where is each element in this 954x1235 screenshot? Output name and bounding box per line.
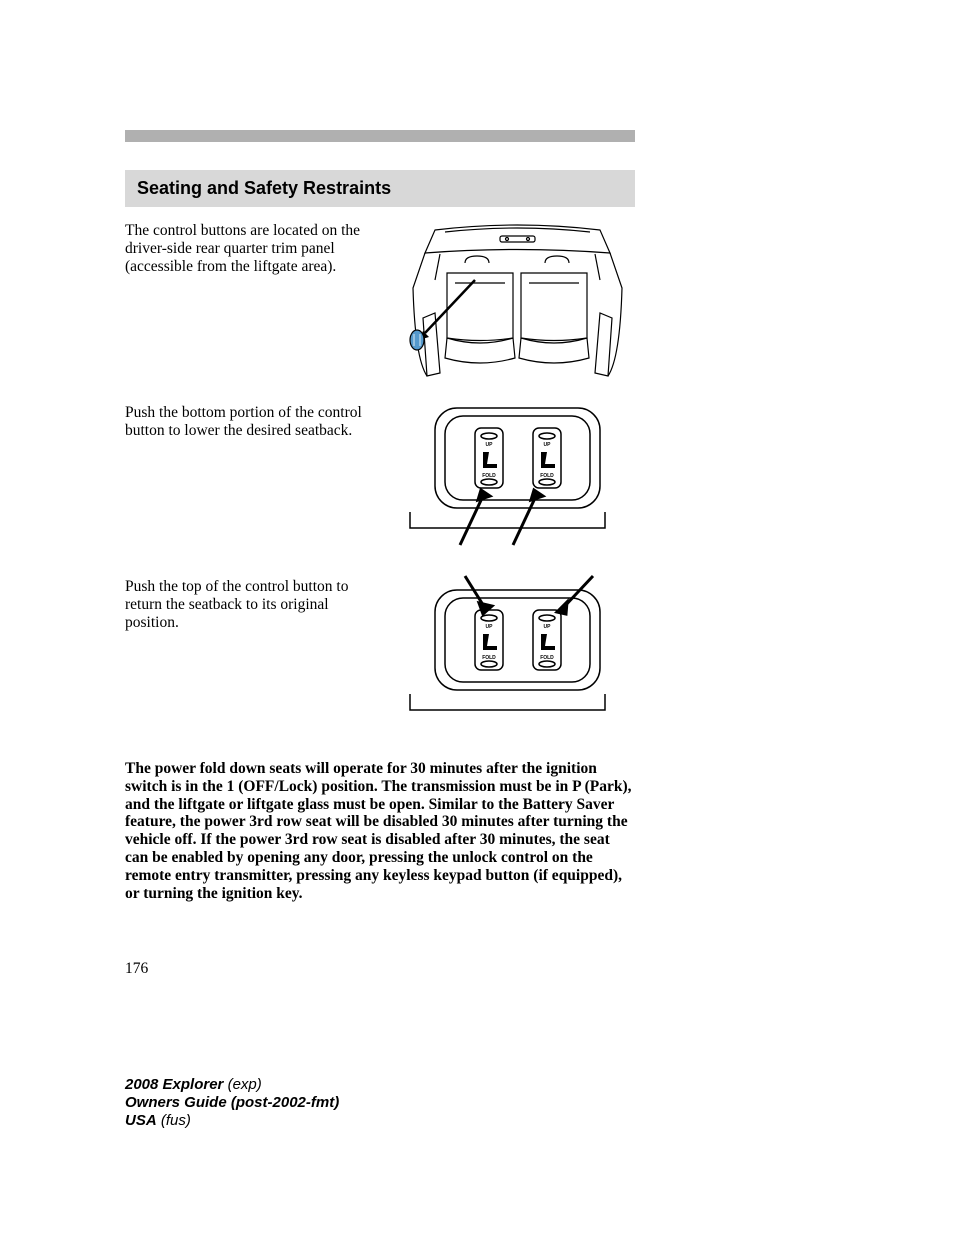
footer: 2008 Explorer (exp) Owners Guide (post-2… — [125, 1076, 339, 1130]
label-up-left: UP — [486, 442, 494, 448]
figure-control-up: UP FOLD UP FOLD — [405, 572, 630, 722]
label-up-left-2: UP — [486, 624, 494, 630]
bold-paragraph: The power fold down seats will operate f… — [125, 760, 635, 903]
label-up-right-2: UP — [544, 624, 552, 630]
paragraph-2: Push the bottom portion of the control b… — [125, 404, 385, 440]
footer-region-code: (fus) — [161, 1112, 191, 1129]
top-bar — [125, 130, 635, 142]
footer-model-code: (exp) — [228, 1076, 262, 1093]
section-header: Seating and Safety Restraints — [125, 170, 635, 207]
paragraph-1: The control buttons are located on the d… — [125, 222, 385, 275]
footer-model: 2008 Explorer — [125, 1076, 223, 1093]
footer-region: USA — [125, 1112, 157, 1129]
page-number: 176 — [125, 960, 148, 978]
paragraph-3: Push the top of the control button to re… — [125, 578, 385, 631]
figure-vehicle-interior — [405, 218, 630, 383]
label-fold-left-2: FOLD — [482, 655, 496, 661]
label-fold-right-2: FOLD — [540, 655, 554, 661]
figure-control-fold: UP FOLD UP FOLD — [405, 400, 630, 550]
label-fold-left: FOLD — [482, 473, 496, 479]
label-up-right: UP — [544, 442, 552, 448]
footer-guide: Owners Guide (post-2002-fmt) — [125, 1094, 339, 1111]
label-fold-right: FOLD — [540, 473, 554, 479]
section-title: Seating and Safety Restraints — [137, 178, 623, 199]
